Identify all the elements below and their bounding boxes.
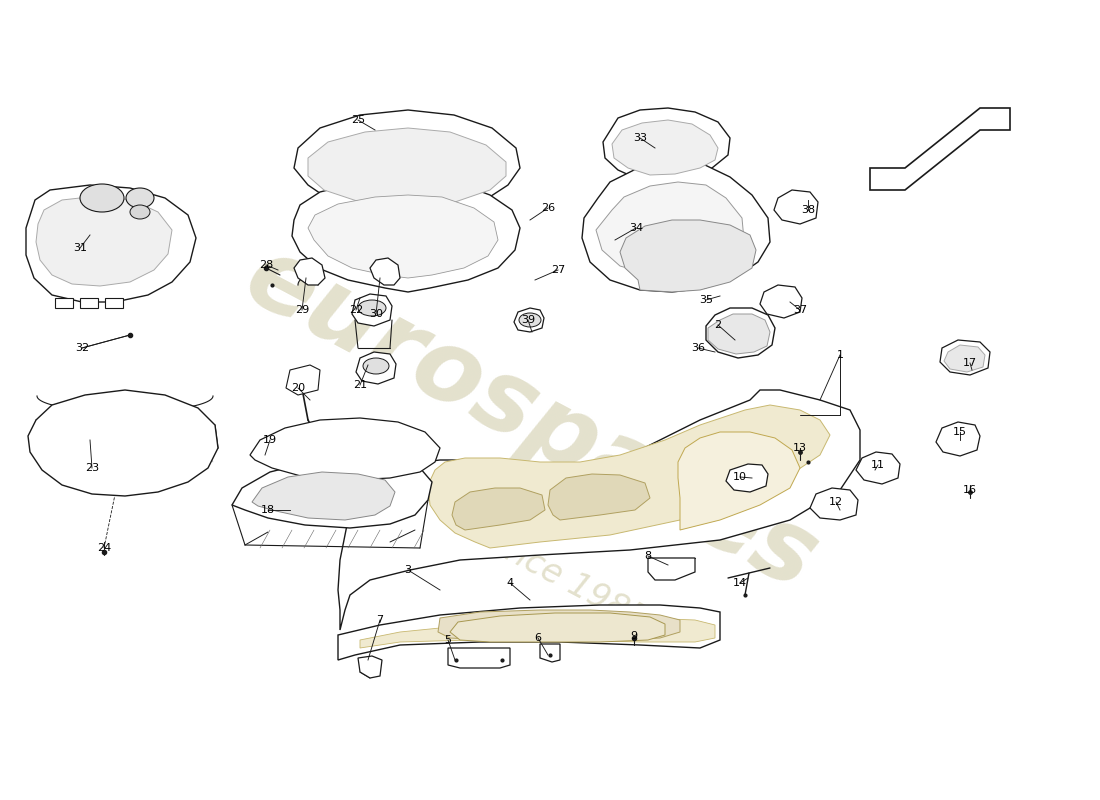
Polygon shape (940, 340, 990, 375)
Text: 32: 32 (75, 343, 89, 353)
Polygon shape (286, 365, 320, 395)
Polygon shape (358, 656, 382, 678)
Text: 15: 15 (953, 427, 967, 437)
Polygon shape (292, 178, 520, 292)
Text: 5: 5 (444, 635, 451, 645)
Text: 27: 27 (551, 265, 565, 275)
Polygon shape (80, 298, 98, 308)
Polygon shape (36, 196, 172, 286)
Polygon shape (596, 182, 744, 275)
Polygon shape (944, 345, 984, 372)
Text: 20: 20 (290, 383, 305, 393)
Polygon shape (356, 352, 396, 384)
Polygon shape (760, 285, 802, 318)
Text: 36: 36 (691, 343, 705, 353)
Text: 14: 14 (733, 578, 747, 588)
Ellipse shape (80, 184, 124, 212)
Text: 37: 37 (793, 305, 807, 315)
Ellipse shape (130, 205, 150, 219)
Ellipse shape (358, 300, 386, 316)
Polygon shape (438, 610, 680, 640)
Polygon shape (612, 120, 718, 175)
Polygon shape (294, 258, 324, 285)
Polygon shape (428, 405, 830, 548)
Polygon shape (308, 195, 498, 278)
Text: 23: 23 (85, 463, 99, 473)
Text: 24: 24 (97, 543, 111, 553)
Polygon shape (856, 452, 900, 484)
Polygon shape (308, 128, 506, 207)
Polygon shape (452, 488, 544, 530)
Text: 21: 21 (353, 380, 367, 390)
Polygon shape (870, 108, 1010, 190)
Polygon shape (514, 308, 544, 332)
Text: 39: 39 (521, 315, 535, 325)
Polygon shape (648, 558, 695, 580)
Text: 30: 30 (368, 309, 383, 319)
Polygon shape (232, 458, 432, 528)
Text: 13: 13 (793, 443, 807, 453)
Text: 25: 25 (351, 115, 365, 125)
Text: 35: 35 (698, 295, 713, 305)
Polygon shape (548, 474, 650, 520)
Text: 6: 6 (535, 633, 541, 643)
Text: 2: 2 (714, 320, 722, 330)
Polygon shape (936, 422, 980, 456)
Text: 7: 7 (376, 615, 384, 625)
Text: 8: 8 (645, 551, 651, 561)
Text: 38: 38 (801, 205, 815, 215)
Polygon shape (708, 314, 770, 354)
Text: 28: 28 (258, 260, 273, 270)
Polygon shape (250, 418, 440, 480)
Polygon shape (338, 605, 720, 660)
Polygon shape (370, 258, 400, 285)
Text: 18: 18 (261, 505, 275, 515)
Text: 3: 3 (405, 565, 411, 575)
Text: 33: 33 (632, 133, 647, 143)
Polygon shape (448, 648, 510, 668)
Ellipse shape (519, 313, 541, 327)
Polygon shape (540, 644, 560, 662)
Ellipse shape (126, 188, 154, 208)
Polygon shape (450, 613, 666, 642)
Text: 16: 16 (962, 485, 977, 495)
Text: 17: 17 (962, 358, 977, 368)
Polygon shape (603, 108, 730, 182)
Text: 26: 26 (541, 203, 556, 213)
Polygon shape (706, 308, 776, 358)
Text: 29: 29 (295, 305, 309, 315)
Polygon shape (252, 472, 395, 520)
Text: 19: 19 (263, 435, 277, 445)
Text: 31: 31 (73, 243, 87, 253)
Text: 34: 34 (629, 223, 644, 233)
Polygon shape (26, 185, 196, 302)
Polygon shape (726, 464, 768, 492)
Polygon shape (774, 190, 818, 224)
Text: 12: 12 (829, 497, 843, 507)
Polygon shape (582, 162, 770, 292)
Polygon shape (620, 220, 756, 292)
Polygon shape (352, 294, 392, 326)
Polygon shape (294, 110, 520, 218)
Text: 9: 9 (630, 631, 638, 641)
Text: 22: 22 (349, 305, 363, 315)
Text: 10: 10 (733, 472, 747, 482)
Ellipse shape (363, 358, 389, 374)
Text: a passion since 1985: a passion since 1985 (327, 443, 652, 637)
Polygon shape (104, 298, 123, 308)
Polygon shape (810, 488, 858, 520)
Polygon shape (678, 432, 800, 530)
Polygon shape (360, 618, 715, 648)
Text: 4: 4 (506, 578, 514, 588)
Polygon shape (55, 298, 73, 308)
Text: eurospares: eurospares (228, 229, 832, 611)
Text: 1: 1 (836, 350, 844, 360)
Text: 11: 11 (871, 460, 886, 470)
Polygon shape (338, 390, 860, 630)
Polygon shape (28, 390, 218, 496)
